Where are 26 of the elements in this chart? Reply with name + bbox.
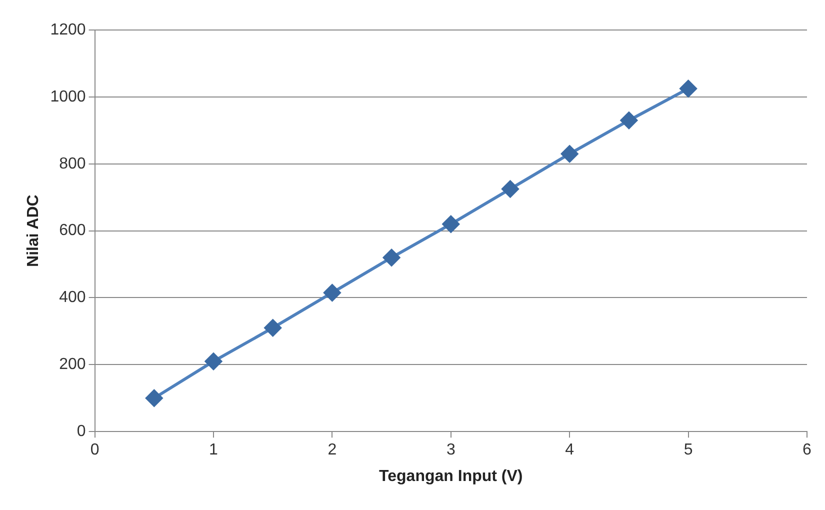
y-tick-label: 1000 <box>50 88 86 106</box>
point <box>146 390 163 407</box>
point <box>620 112 638 129</box>
y-tick-label: 200 <box>59 356 86 374</box>
point <box>383 249 400 266</box>
y-tick-label: 400 <box>59 289 86 306</box>
x-tick-label: 6 <box>802 442 812 459</box>
point <box>561 145 578 162</box>
x-axis-title: Tegangan Input (V) <box>379 468 523 485</box>
x-tick-label: 3 <box>446 442 456 459</box>
x-tick-label: 1 <box>209 442 218 459</box>
y-tick-label: 1200 <box>50 21 86 38</box>
y-tick-label: 0 <box>76 423 86 440</box>
x-tick-label: 5 <box>684 442 693 459</box>
x-tick-label: 2 <box>328 442 337 459</box>
y-tick-label: 800 <box>59 155 86 172</box>
y-axis-title: Nilai ADC <box>25 194 42 267</box>
point <box>264 319 282 336</box>
x-tick-label: 4 <box>565 442 574 459</box>
point <box>680 80 697 98</box>
y-tick-label: 600 <box>59 222 86 240</box>
point <box>204 352 222 370</box>
point <box>442 216 460 233</box>
point <box>324 284 341 302</box>
point <box>502 180 519 198</box>
x-tick-label: 0 <box>90 442 100 459</box>
